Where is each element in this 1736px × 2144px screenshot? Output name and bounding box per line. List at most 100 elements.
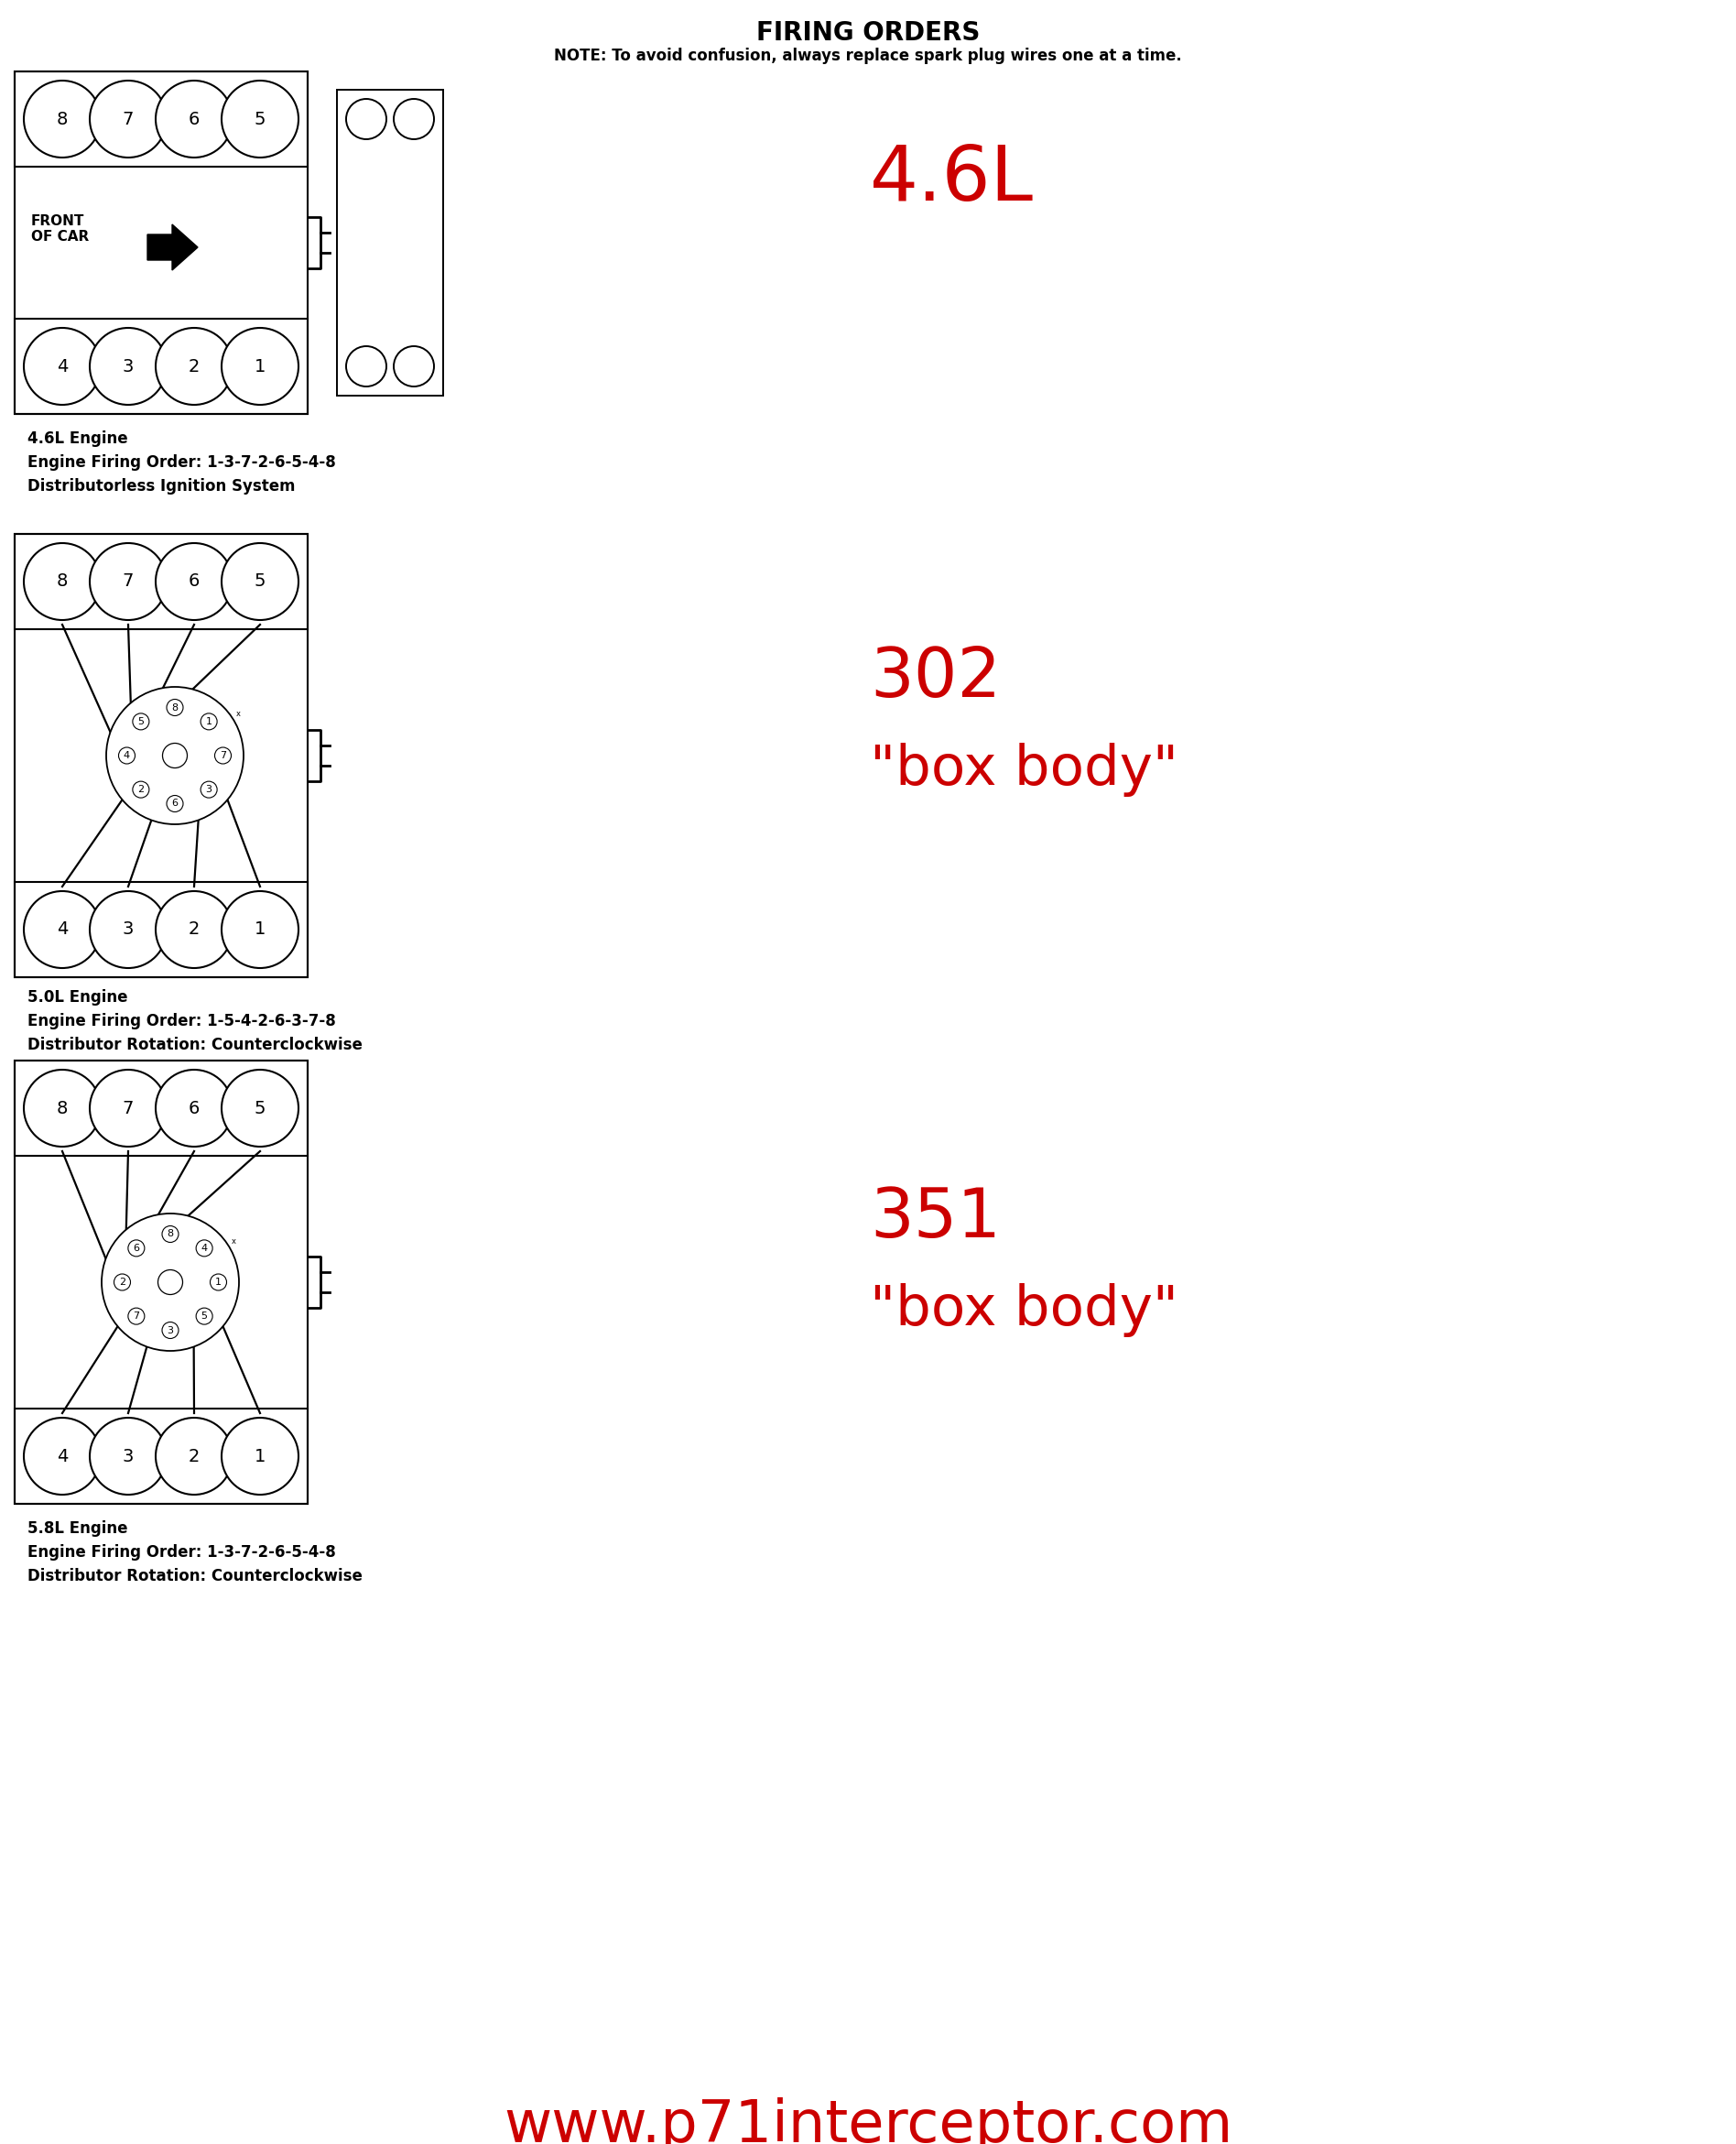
- Text: 3: 3: [123, 1447, 134, 1464]
- Text: 6: 6: [172, 800, 179, 808]
- Circle shape: [222, 1417, 299, 1494]
- Circle shape: [156, 542, 233, 620]
- Text: 8: 8: [167, 1229, 174, 1239]
- Text: 5: 5: [137, 716, 144, 727]
- Circle shape: [24, 892, 101, 969]
- Circle shape: [210, 1274, 227, 1291]
- Text: 1: 1: [255, 358, 266, 375]
- Text: 8: 8: [57, 1100, 68, 1117]
- Circle shape: [90, 1070, 167, 1147]
- Circle shape: [90, 892, 167, 969]
- Text: 2: 2: [120, 1278, 125, 1286]
- Text: www.p71interceptor.com: www.p71interceptor.com: [503, 2097, 1233, 2144]
- Circle shape: [222, 542, 299, 620]
- Text: 3: 3: [123, 922, 134, 939]
- Text: 8: 8: [57, 572, 68, 590]
- Circle shape: [132, 714, 149, 729]
- Text: FIRING ORDERS: FIRING ORDERS: [757, 19, 979, 45]
- Circle shape: [156, 1417, 233, 1494]
- Circle shape: [222, 892, 299, 969]
- Circle shape: [167, 699, 182, 716]
- Circle shape: [24, 328, 101, 405]
- Bar: [14, 1409, 307, 1503]
- Text: 6: 6: [189, 1100, 200, 1117]
- Circle shape: [115, 1274, 130, 1291]
- Circle shape: [106, 686, 243, 823]
- Text: 2: 2: [189, 1447, 200, 1464]
- Text: 5.8L Engine: 5.8L Engine: [28, 1520, 128, 1537]
- Text: 8: 8: [172, 703, 179, 712]
- Text: 7: 7: [134, 1312, 139, 1321]
- Text: 2: 2: [189, 922, 200, 939]
- Text: 5.0L Engine: 5.0L Engine: [28, 988, 128, 1006]
- Bar: [14, 71, 307, 414]
- Circle shape: [128, 1308, 144, 1325]
- Circle shape: [201, 714, 217, 729]
- Text: Engine Firing Order: 1-3-7-2-6-5-4-8: Engine Firing Order: 1-3-7-2-6-5-4-8: [28, 1544, 335, 1561]
- Text: 7: 7: [123, 109, 134, 129]
- Text: 5: 5: [201, 1312, 208, 1321]
- Text: 4: 4: [57, 922, 68, 939]
- Circle shape: [201, 780, 217, 798]
- Text: 4.6L: 4.6L: [870, 142, 1033, 217]
- Bar: [14, 1061, 307, 1156]
- Text: 6: 6: [189, 109, 200, 129]
- Text: 1: 1: [205, 716, 212, 727]
- Text: 3: 3: [205, 785, 212, 793]
- Circle shape: [24, 542, 101, 620]
- Bar: [14, 881, 307, 978]
- Text: FRONT
OF CAR: FRONT OF CAR: [31, 214, 89, 244]
- Circle shape: [158, 1269, 182, 1295]
- Text: 1: 1: [215, 1278, 222, 1286]
- Circle shape: [167, 795, 182, 813]
- Text: 1: 1: [255, 1447, 266, 1464]
- Text: "box body": "box body": [870, 1282, 1179, 1336]
- Bar: [14, 534, 307, 978]
- Text: 7: 7: [123, 572, 134, 590]
- Circle shape: [24, 1070, 101, 1147]
- Circle shape: [102, 1214, 240, 1351]
- Text: 3: 3: [123, 358, 134, 375]
- Circle shape: [156, 1070, 233, 1147]
- Text: 5: 5: [253, 1100, 266, 1117]
- Circle shape: [156, 892, 233, 969]
- Circle shape: [161, 1226, 179, 1241]
- Circle shape: [118, 748, 135, 763]
- Text: 6: 6: [189, 572, 200, 590]
- Circle shape: [222, 1070, 299, 1147]
- Text: 4.6L Engine: 4.6L Engine: [28, 431, 128, 446]
- Circle shape: [196, 1308, 212, 1325]
- Text: x: x: [236, 710, 241, 718]
- Text: 8: 8: [57, 109, 68, 129]
- Text: Distributorless Ignition System: Distributorless Ignition System: [28, 478, 295, 495]
- Text: 2: 2: [189, 358, 200, 375]
- Circle shape: [24, 1417, 101, 1494]
- Circle shape: [24, 81, 101, 157]
- Bar: [14, 319, 307, 414]
- Text: Distributor Rotation: Counterclockwise: Distributor Rotation: Counterclockwise: [28, 1038, 363, 1053]
- Bar: [14, 71, 307, 167]
- FancyArrow shape: [148, 225, 198, 270]
- Circle shape: [222, 81, 299, 157]
- Circle shape: [156, 328, 233, 405]
- Text: 5: 5: [253, 572, 266, 590]
- Bar: [14, 1061, 307, 1503]
- Circle shape: [90, 1417, 167, 1494]
- Text: 7: 7: [220, 750, 226, 761]
- Text: 351: 351: [870, 1186, 1000, 1252]
- Circle shape: [215, 748, 231, 763]
- Circle shape: [90, 81, 167, 157]
- Circle shape: [222, 328, 299, 405]
- Circle shape: [128, 1239, 144, 1256]
- Text: Distributor Rotation: Counterclockwise: Distributor Rotation: Counterclockwise: [28, 1567, 363, 1584]
- Text: x: x: [233, 1237, 236, 1246]
- Text: 4: 4: [57, 358, 68, 375]
- Text: 302: 302: [870, 645, 1002, 712]
- Text: 5: 5: [253, 109, 266, 129]
- Text: NOTE: To avoid confusion, always replace spark plug wires one at a time.: NOTE: To avoid confusion, always replace…: [554, 47, 1182, 64]
- Circle shape: [163, 744, 187, 768]
- Circle shape: [132, 780, 149, 798]
- Text: 2: 2: [137, 785, 144, 793]
- Text: Engine Firing Order: 1-5-4-2-6-3-7-8: Engine Firing Order: 1-5-4-2-6-3-7-8: [28, 1012, 335, 1029]
- Circle shape: [196, 1239, 212, 1256]
